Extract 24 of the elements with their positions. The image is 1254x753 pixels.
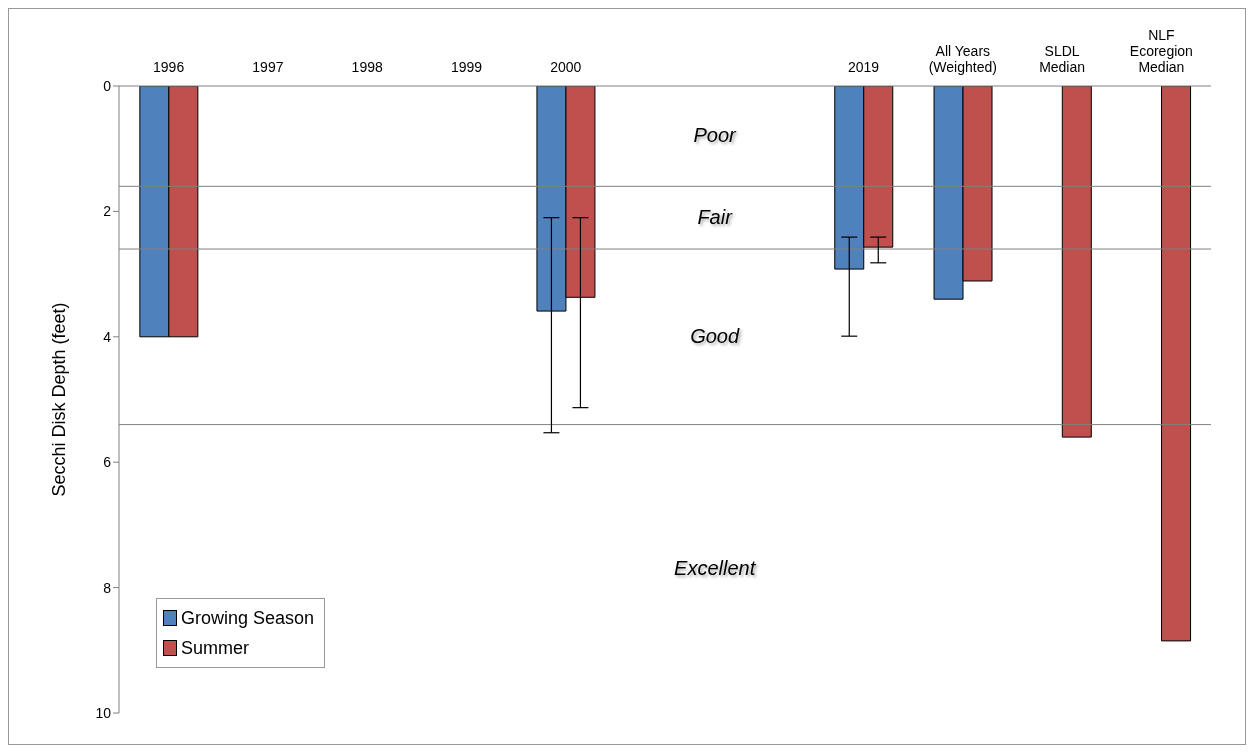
x-tick-label: 1998 xyxy=(351,59,383,75)
bar xyxy=(1061,86,1092,438)
annotation: Poor xyxy=(692,124,738,148)
legend-label: Summer xyxy=(181,637,250,659)
x-tick-label: 2000 xyxy=(550,59,582,75)
x-tick-label: NLF Ecoregion Median xyxy=(1129,27,1193,75)
x-tick-label: 1996 xyxy=(153,59,185,75)
x-tick-label: SLDL Median xyxy=(1039,43,1086,75)
y-tick-label: 10 xyxy=(95,704,112,721)
y-tick-label: 8 xyxy=(103,579,112,596)
x-tick-label: 1997 xyxy=(252,59,284,75)
legend-label: Growing Season xyxy=(181,607,315,629)
annotation: Excellent xyxy=(673,556,757,580)
y-tick-label: 6 xyxy=(103,454,112,471)
y-tick-label: 4 xyxy=(103,328,112,345)
annotation: Fair xyxy=(696,205,734,229)
y-axis-title: Secchi Disk Depth (feet) xyxy=(49,302,70,497)
bar xyxy=(1161,86,1192,642)
x-tick-label: 1999 xyxy=(450,59,483,75)
annotation: Good xyxy=(689,324,741,348)
y-tick-label: 0 xyxy=(103,77,112,94)
x-tick-label: 2019 xyxy=(847,59,880,75)
x-tick-label: All Years (Weighted) xyxy=(928,43,997,75)
y-tick-label: 2 xyxy=(103,203,112,220)
